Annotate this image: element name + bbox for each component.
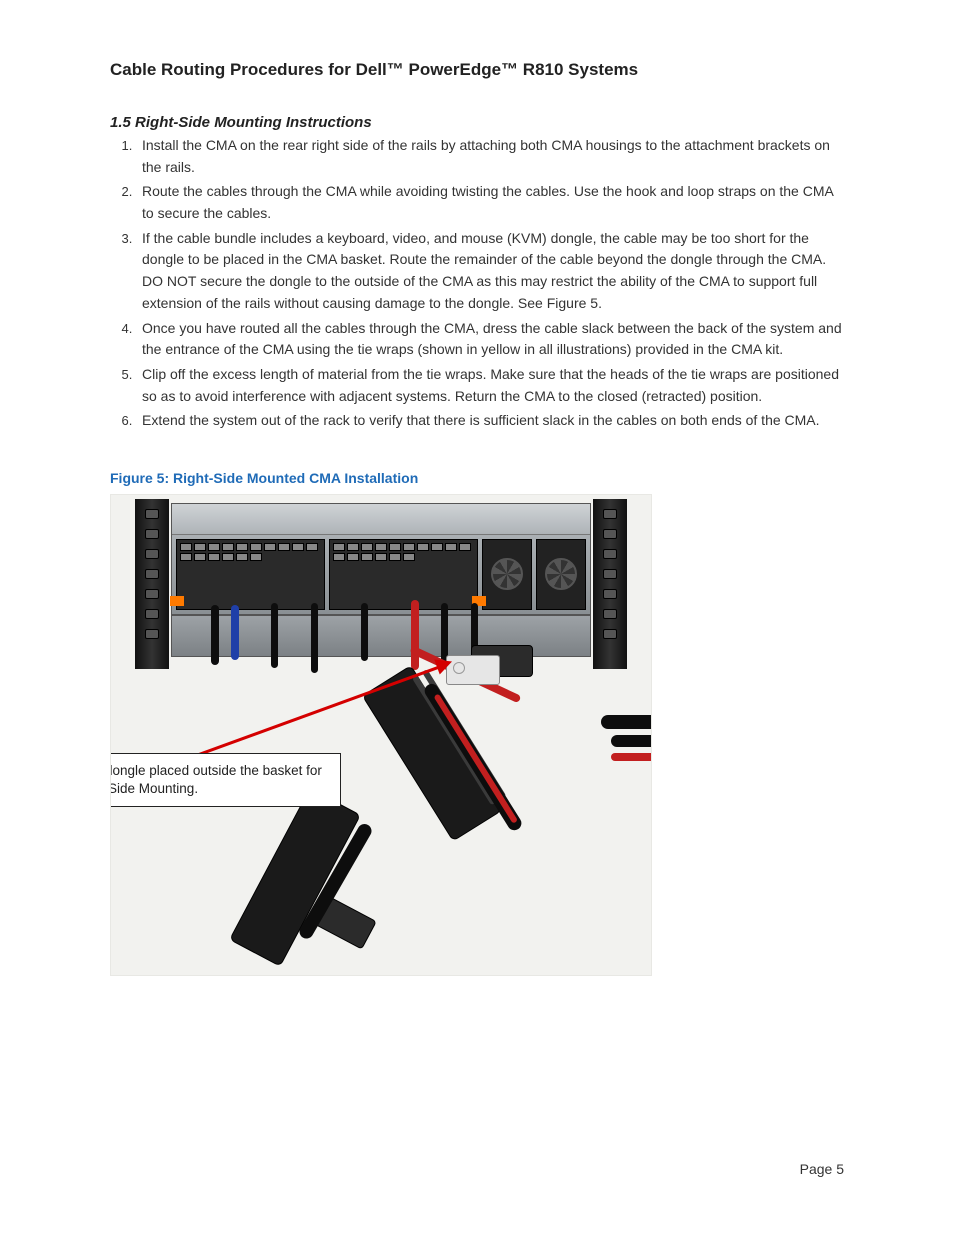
instruction-list: Install the CMA on the rear right side o… [110, 135, 844, 432]
instruction-step: If the cable bundle includes a keyboard,… [136, 228, 844, 315]
release-tab [170, 596, 184, 606]
instruction-step: Once you have routed all the cables thro… [136, 318, 844, 361]
cable [311, 603, 318, 673]
cable [211, 605, 219, 665]
io-card [176, 539, 325, 610]
figure-callout: KVM dongle placed outside the basket for… [110, 753, 341, 807]
section-number: 1.5 [110, 114, 131, 131]
document-page: Cable Routing Procedures for Dell™ Power… [0, 0, 954, 1235]
instruction-step: Clip off the excess length of material f… [136, 364, 844, 407]
instruction-step: Extend the system out of the rack to ver… [136, 410, 844, 432]
cma-arm [321, 655, 601, 955]
section-title: Right-Side Mounting Instructions [135, 114, 372, 131]
figure-photo: KVM dongle placed outside the basket for… [110, 494, 652, 976]
document-title: Cable Routing Procedures for Dell™ Power… [110, 60, 844, 80]
rack-rail-left [135, 499, 169, 669]
psu-fan [536, 539, 586, 610]
cable [231, 605, 239, 660]
figure-caption: Figure 5: Right-Side Mounted CMA Install… [110, 470, 844, 486]
section-heading: 1.5 Right-Side Mounting Instructions [110, 114, 844, 131]
page-number: Page 5 [800, 1161, 844, 1177]
psu-fan [482, 539, 532, 610]
cable [271, 603, 278, 668]
io-card [329, 539, 478, 610]
instruction-step: Install the CMA on the rear right side o… [136, 135, 844, 178]
instruction-step: Route the cables through the CMA while a… [136, 181, 844, 224]
cable [361, 603, 368, 661]
server-chassis [171, 503, 591, 615]
rack-rail-right [593, 499, 627, 669]
kvm-dongle [446, 655, 500, 685]
